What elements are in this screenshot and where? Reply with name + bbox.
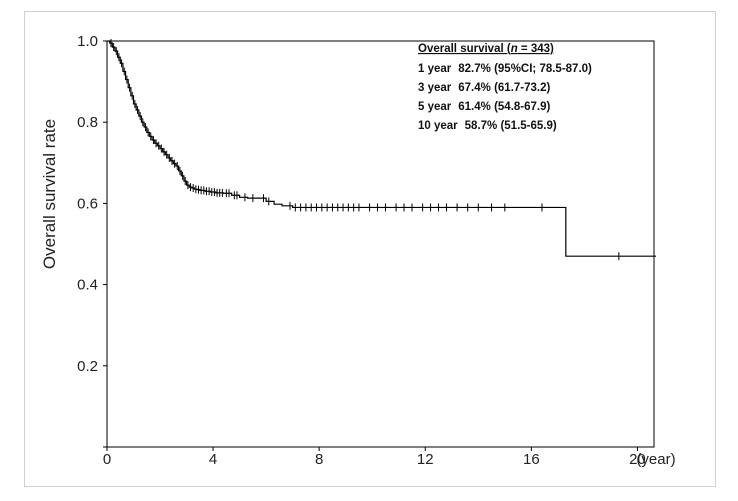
x-tick-label: 12 [417, 451, 434, 468]
annotation-row-value: 58.7% (51.5-65.9) [465, 120, 557, 132]
y-tick-label: 0.6 [77, 195, 98, 212]
annotation-header-n: n [511, 43, 518, 55]
annotation-row-year: 1 year [418, 63, 452, 75]
y-tick-label: 0.2 [77, 358, 98, 375]
censor-marks [110, 39, 620, 261]
figure-frame: 0.2 0.4 0.6 0.8 1.0 0 4 8 12 16 20 Overall surviva… [24, 11, 716, 487]
annotation-row-value: 67.4% (61.7-73.2) [458, 82, 550, 94]
annotation-row-year: 3 year [418, 82, 452, 94]
tick-labels: 0.2 0.4 0.6 0.8 1.0 0 4 8 12 16 20 [77, 33, 646, 468]
annotation-row: 10 year 58.7% (51.5-65.9) [418, 120, 557, 132]
y-tick-label: 0.8 [77, 114, 98, 131]
annotation-row-value: 82.7% (95%CI; 78.5-87.0) [458, 63, 592, 75]
x-tick-label: 20 [629, 451, 646, 468]
annotation-header-suffix: = 343) [518, 43, 554, 55]
survival-curve [107, 40, 656, 257]
annotation-row: 1 year 82.7% (95%CI; 78.5-87.0) [418, 63, 592, 75]
annotation-row: 5 year 61.4% (54.8-67.9) [418, 101, 550, 113]
annotation-row-year: 10 year [418, 120, 458, 132]
plot-box [106, 40, 655, 448]
survival-step-line [107, 40, 656, 257]
annotation-header-prefix: Overall survival ( [418, 43, 511, 55]
y-axis-title: Overall survival rate [40, 119, 59, 269]
annotation-row-year: 5 year [418, 101, 452, 113]
x-tick-label: 4 [209, 451, 217, 468]
annotation-row: 3 year 67.4% (61.7-73.2) [418, 82, 550, 94]
x-axis-unit: (year) [636, 451, 675, 468]
axes [103, 40, 655, 451]
annotation-row-value: 61.4% (54.8-67.9) [458, 101, 550, 113]
survival-chart: 0.2 0.4 0.6 0.8 1.0 0 4 8 12 16 20 Overall surviva… [40, 33, 676, 468]
y-tick-label: 1.0 [77, 33, 98, 50]
annotation-box: Overall survival (n = 343) 1 year 82.7% (… [418, 43, 592, 132]
y-tick-label: 0.4 [77, 277, 98, 294]
x-tick-label: 16 [523, 451, 540, 468]
x-tick-label: 8 [315, 451, 323, 468]
x-tick-label: 0 [103, 451, 111, 468]
annotation-header: Overall survival (n = 343) [418, 43, 554, 55]
